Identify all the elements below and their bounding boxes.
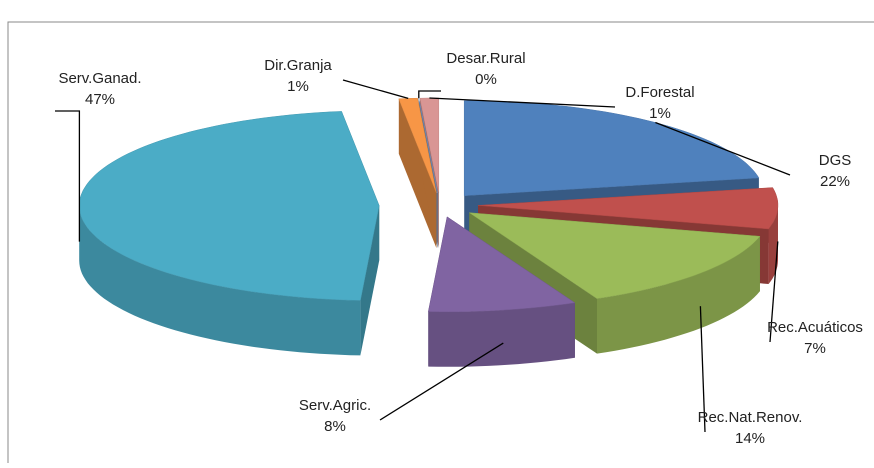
- chart-frame: [7, 21, 874, 468]
- slice: [477, 187, 779, 230]
- leader-line: [55, 110, 81, 242]
- slice-label: DGS: [819, 152, 852, 169]
- slice-side: [79, 205, 361, 356]
- slice-side: [428, 302, 575, 367]
- leader-line: [379, 342, 504, 421]
- slice-value-label: 8%: [324, 418, 346, 435]
- leader-line: [342, 79, 409, 100]
- slice-label: Rec.Acuáticos: [767, 319, 863, 336]
- slice-label: Rec.Nat.Renov.: [698, 409, 803, 426]
- slice-label: D.Forestal: [625, 84, 694, 101]
- slice-value-label: 22%: [820, 173, 850, 190]
- slice-wall: [398, 98, 437, 248]
- slice-value-label: 0%: [475, 71, 497, 88]
- slice-label: Serv.Ganad.: [58, 70, 141, 87]
- slice-side: [597, 236, 760, 354]
- slice-label: Desar.Rural: [446, 50, 525, 67]
- leader-line: [655, 121, 791, 176]
- slice: [427, 216, 576, 313]
- slice-value-label: 1%: [287, 78, 309, 95]
- leader-line: [429, 97, 616, 108]
- slice-value-label: 47%: [85, 91, 115, 108]
- slice-value-label: 1%: [649, 105, 671, 122]
- slice-label: Dir.Granja: [264, 57, 332, 74]
- slice-value-label: 7%: [804, 340, 826, 357]
- slice-tops: [79, 97, 779, 313]
- slice: [468, 212, 761, 299]
- leader-line: [769, 241, 779, 343]
- slice-value-label: 14%: [735, 430, 765, 447]
- leader-line: [699, 306, 706, 433]
- leader-line: [418, 90, 441, 99]
- slice-label: Serv.Agric.: [299, 397, 371, 414]
